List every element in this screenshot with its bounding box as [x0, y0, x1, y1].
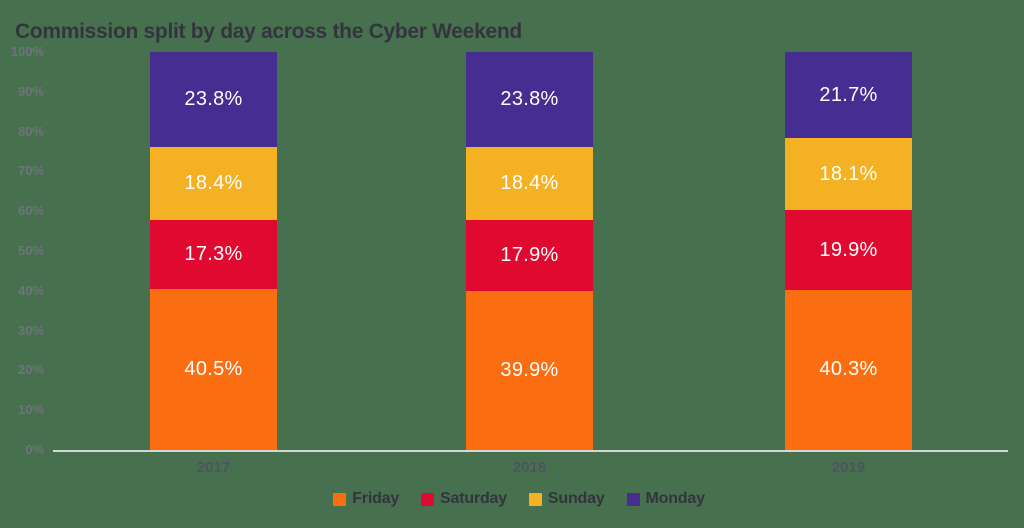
- bar-value-label: 17.9%: [500, 244, 559, 267]
- bar-value-label: 19.9%: [819, 238, 878, 261]
- legend-swatch-friday: [333, 492, 347, 506]
- bar-column-2017: 40.5% 17.3% 18.4% 23.8%: [150, 52, 277, 450]
- bar-segment-friday-2018[interactable]: 39.9%: [466, 291, 593, 450]
- bar-value-label: 23.8%: [500, 87, 559, 110]
- chart-title: Commission split by day across the Cyber…: [15, 20, 522, 44]
- y-axis-tick-label: 30%: [17, 322, 44, 338]
- bar-value-label: 23.8%: [184, 87, 243, 110]
- y-axis-tick-label: 90%: [17, 83, 44, 99]
- y-axis-tick-label: 70%: [17, 163, 44, 179]
- bar-value-label: 39.9%: [500, 359, 559, 382]
- bar-value-label: 18.4%: [184, 171, 243, 194]
- bar-value-label: 18.1%: [819, 162, 878, 185]
- bar-segment-saturday-2019[interactable]: 19.9%: [785, 210, 912, 290]
- x-axis-label-2018: 2018: [512, 459, 547, 476]
- bar-value-label: 18.4%: [500, 171, 559, 194]
- x-axis-line: [53, 450, 1008, 452]
- bar-segment-saturday-2018[interactable]: 17.9%: [466, 219, 593, 292]
- bar-value-label: 21.7%: [819, 83, 878, 106]
- legend-item-saturday[interactable]: Saturday: [421, 490, 507, 508]
- y-axis-tick-label: 50%: [17, 243, 44, 258]
- legend-item-sunday[interactable]: Sunday: [528, 490, 605, 508]
- legend-label: Sunday: [547, 490, 605, 507]
- legend-label: Friday: [352, 490, 400, 507]
- y-axis-tick-label: 60%: [17, 203, 44, 219]
- bar-segment-sunday-2019[interactable]: 18.1%: [785, 138, 912, 211]
- bar-segment-monday-2017[interactable]: 23.8%: [150, 52, 277, 147]
- bar-value-label: 17.3%: [184, 242, 243, 265]
- y-axis-tick-label: 20%: [17, 362, 44, 378]
- y-axis-tick-label: 10%: [17, 402, 44, 418]
- legend-swatch-monday: [626, 492, 640, 506]
- bar-segment-saturday-2017[interactable]: 17.3%: [150, 219, 277, 289]
- legend-label: Monday: [645, 490, 705, 507]
- legend-label: Saturday: [440, 490, 507, 507]
- y-axis-tick-label: 40%: [17, 282, 44, 298]
- bar-segment-sunday-2017[interactable]: 18.4%: [150, 146, 277, 220]
- y-axis-tick-label: 80%: [17, 123, 44, 139]
- x-axis-label-2019: 2019: [831, 459, 866, 476]
- bar-segment-sunday-2018[interactable]: 18.4%: [466, 146, 593, 220]
- bar-segment-monday-2018[interactable]: 23.8%: [466, 52, 593, 147]
- x-axis-label-2017: 2017: [196, 459, 231, 476]
- legend-item-friday[interactable]: Friday: [333, 490, 399, 508]
- bar-column-2019: 40.3% 19.9% 18.1% 21.7%: [785, 52, 912, 450]
- y-axis-tick-label: 100%: [10, 44, 44, 59]
- bar-segment-friday-2017[interactable]: 40.5%: [150, 288, 277, 450]
- legend-swatch-sunday: [528, 492, 542, 506]
- bar-value-label: 40.3%: [819, 358, 878, 381]
- legend-item-monday[interactable]: Monday: [626, 490, 705, 508]
- bar-value-label: 40.5%: [184, 357, 243, 380]
- legend-swatch-saturday: [421, 492, 435, 506]
- legend: Friday Saturday Sunday Monday: [7, 490, 1024, 508]
- bar-segment-friday-2019[interactable]: 40.3%: [785, 289, 912, 450]
- bar-column-2018: 39.9% 17.9% 18.4% 23.8%: [466, 52, 593, 450]
- y-axis-tick-label: 0%: [25, 442, 44, 457]
- bar-segment-monday-2019[interactable]: 21.7%: [785, 52, 912, 139]
